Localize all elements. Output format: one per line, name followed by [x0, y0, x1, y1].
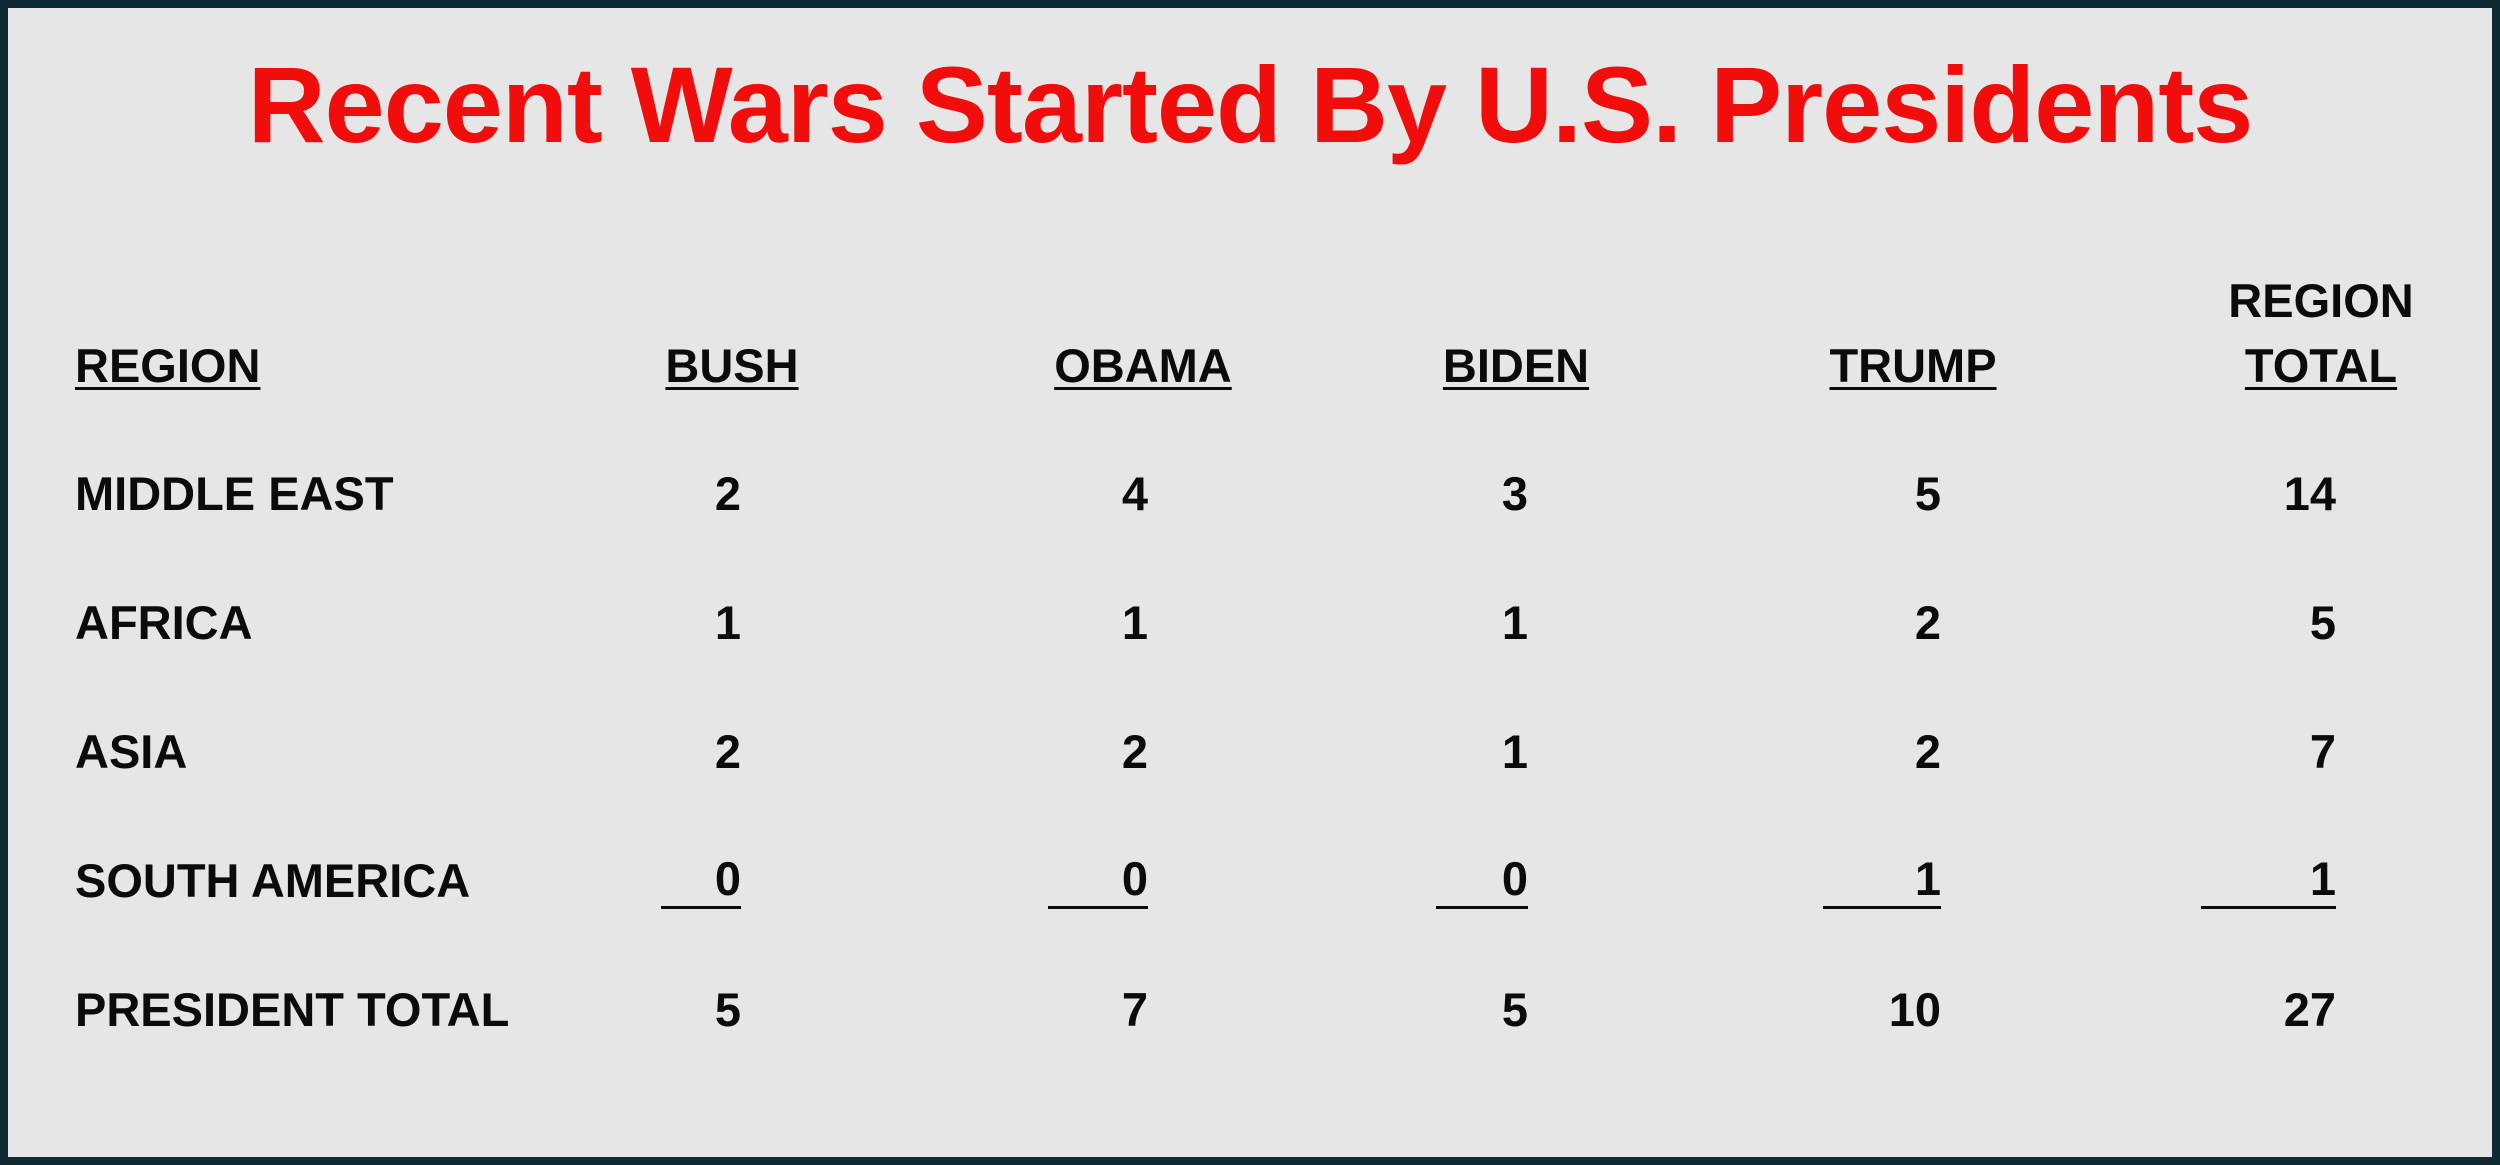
cell-bush: 0 [661, 852, 741, 909]
cell-region-total: 14 [2283, 467, 2336, 520]
cell-bush: 2 [714, 725, 741, 778]
cell-obama: 1 [1121, 596, 1148, 649]
total-bush: 5 [714, 983, 741, 1036]
cell-biden: 1 [1501, 596, 1528, 649]
row-region-label: ASIA [75, 725, 188, 778]
total-obama: 7 [1121, 983, 1148, 1036]
cell-region-total: 7 [2309, 725, 2336, 778]
cell-region-total: 5 [2309, 596, 2336, 649]
header-obama: OBAMA [1054, 339, 1232, 392]
grand-total: 27 [2283, 983, 2336, 1036]
page-title: Recent Wars Started By U.S. Presidents [247, 44, 2254, 165]
header-trump: TRUMP [1829, 339, 1997, 392]
total-trump: 10 [1888, 983, 1941, 1036]
cell-trump: 5 [1914, 467, 1941, 520]
cell-trump: 2 [1914, 725, 1941, 778]
cell-biden: 0 [1436, 852, 1528, 909]
cell-biden: 3 [1501, 467, 1528, 520]
president-total-label: PRESIDENT TOTAL [75, 983, 510, 1036]
cell-region-total: 1 [2201, 852, 2336, 909]
row-region-label: AFRICA [75, 596, 253, 649]
cell-bush: 1 [714, 596, 741, 649]
row-region-label: MIDDLE EAST [75, 467, 394, 520]
cell-biden: 1 [1501, 725, 1528, 778]
row-region-label: SOUTH AMERICA [75, 854, 471, 907]
cell-obama: 0 [1048, 852, 1148, 909]
header-biden: BIDEN [1442, 339, 1590, 392]
header-region-total-line2: TOTAL [2244, 339, 2398, 392]
header-region-total-line1: REGION [2228, 274, 2414, 327]
header-bush: BUSH [665, 339, 799, 392]
cell-obama: 2 [1121, 725, 1148, 778]
cell-trump: 1 [1823, 852, 1941, 909]
total-biden: 5 [1501, 983, 1528, 1036]
cell-obama: 4 [1121, 467, 1148, 520]
cell-bush: 2 [714, 467, 741, 520]
header-region: REGION [75, 339, 261, 392]
cell-trump: 2 [1914, 596, 1941, 649]
